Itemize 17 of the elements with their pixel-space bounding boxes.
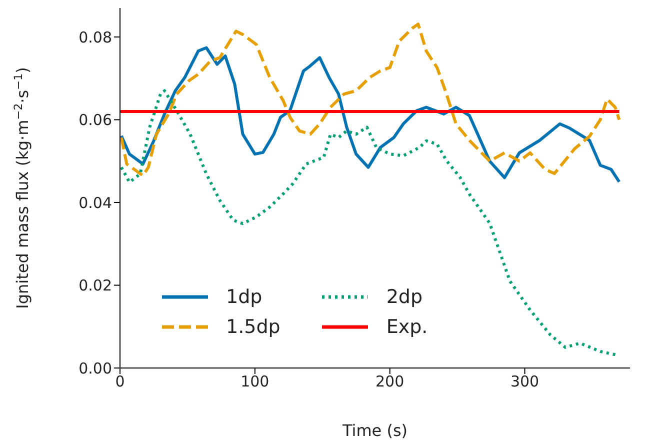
y-tick-label: 0.04 [78, 194, 112, 212]
x-axis-title: Time (s) [341, 421, 408, 440]
legend-label: 1.5dp [226, 316, 280, 338]
x-tick-label: 0 [115, 372, 125, 391]
line-series [120, 46, 621, 184]
x-tick-label: 300 [510, 372, 540, 391]
x-tick-label: 100 [240, 372, 270, 391]
y-tick-label: 0.08 [78, 28, 112, 46]
legend-label: 2dp [386, 286, 423, 308]
line-series [120, 22, 621, 178]
y-tick-label: 0.00 [78, 359, 112, 378]
legend-label: Exp. [386, 316, 428, 338]
line-series [120, 89, 621, 358]
x-tick-label: 200 [376, 372, 404, 391]
y-tick-label: 0.06 [78, 111, 112, 130]
y-tick-label: 0.02 [78, 276, 112, 295]
legend-label: 1dp [226, 286, 262, 308]
